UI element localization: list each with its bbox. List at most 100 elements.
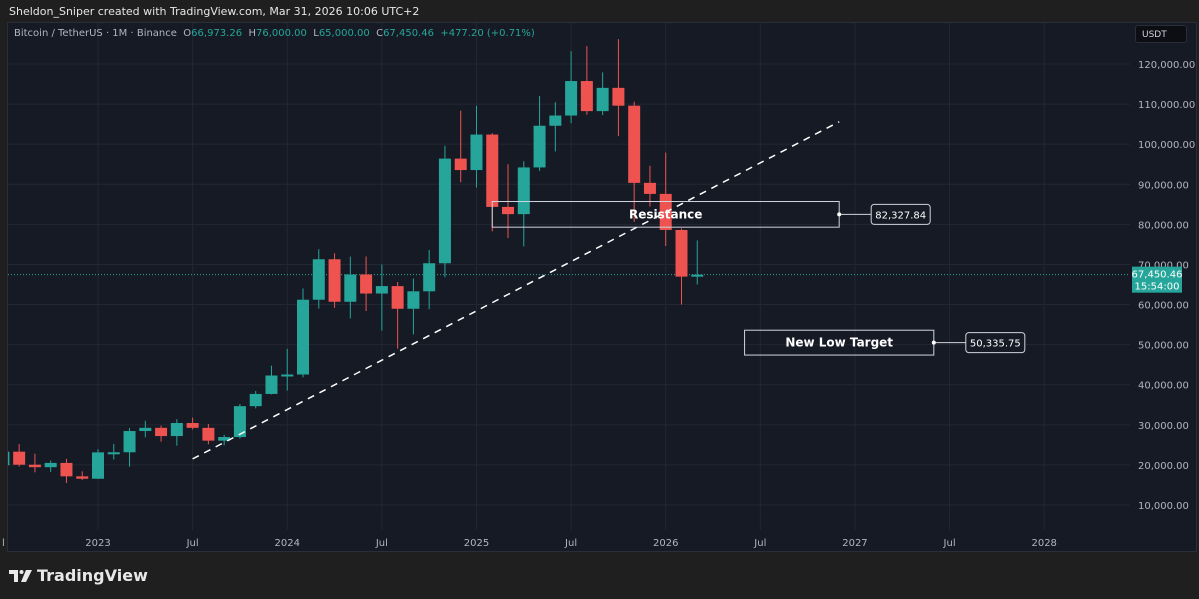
x-tick-label: Jul <box>753 538 766 549</box>
candle-body <box>265 375 278 394</box>
candle-2024-10 <box>423 250 436 310</box>
x-tick-label: 2024 <box>275 538 300 549</box>
chart-credit: Sheldon_Sniper created with TradingView.… <box>9 5 420 18</box>
candle-body <box>360 274 373 294</box>
y-tick-label: 60,000.00 <box>1138 301 1189 312</box>
resistance-price-box <box>870 203 931 225</box>
candle-body <box>249 393 262 407</box>
candle-body <box>423 263 436 292</box>
resistance-price-label: 82,327.84 <box>875 210 926 221</box>
candle-body <box>407 291 420 309</box>
new-low-target-price-label: 50,335.75 <box>970 339 1021 350</box>
candle-body <box>233 406 246 438</box>
candle-body <box>612 87 625 106</box>
candle-2022-10 <box>44 460 57 473</box>
currency-button[interactable]: USDT <box>1135 25 1187 43</box>
candle-body <box>391 286 404 309</box>
x-tick-label: Jul <box>375 538 388 549</box>
candle-2026-03 <box>691 240 704 285</box>
candle-body <box>328 259 341 302</box>
candle-body <box>28 464 41 468</box>
candle-2026-02 <box>675 228 688 305</box>
candle-2026-01 <box>659 152 672 247</box>
candle-body <box>643 182 656 194</box>
candle-body <box>549 115 562 126</box>
candle-2023-12 <box>265 365 278 395</box>
candle-body <box>44 462 57 468</box>
candle-2024-03 <box>312 249 325 309</box>
candle-2023-02 <box>107 443 120 460</box>
y-tick-label: 70,000.00 <box>1138 260 1189 271</box>
y-tick-label: 80,000.00 <box>1138 220 1189 231</box>
candle-2024-07 <box>375 264 388 331</box>
candle-2024-06 <box>360 256 373 311</box>
low-value: 65,000.00 <box>318 28 370 39</box>
low-label: L <box>313 28 319 39</box>
x-tick-label: Jul <box>186 538 199 549</box>
candle-body <box>533 125 546 168</box>
candle-2025-10 <box>612 39 625 137</box>
candle-2022-07 <box>8 451 10 466</box>
trend-line <box>192 121 840 460</box>
y-tick-label: 50,000.00 <box>1138 341 1189 352</box>
symbol-legend: Bitcoin / TetherUS · 1M · Binance O66,97… <box>14 28 535 39</box>
candle-body <box>691 274 704 277</box>
chart-panel[interactable] <box>7 22 1197 552</box>
candle-2023-03 <box>123 428 136 467</box>
candle-2025-04 <box>517 161 530 247</box>
symbol-name[interactable]: Bitcoin / TetherUS · 1M · Binance <box>14 28 177 39</box>
candle-body <box>375 286 388 294</box>
candle-body <box>202 427 215 441</box>
candle-body <box>344 274 357 302</box>
change-value: +477.20 (+0.71%) <box>440 28 535 39</box>
candle-body <box>170 423 183 437</box>
candle-body <box>107 452 120 455</box>
y-tick-label: 100,000.00 <box>1138 140 1195 151</box>
candle-2023-04 <box>139 420 152 438</box>
candle-2025-12 <box>643 165 656 207</box>
candle-2022-12 <box>76 471 89 480</box>
candle-body <box>517 167 530 215</box>
candle-2025-05 <box>533 96 546 171</box>
candle-2024-11 <box>438 145 451 278</box>
candle-body <box>13 451 26 465</box>
last-price-label: 67,450.46 <box>1132 270 1183 281</box>
candle-2023-01 <box>92 449 104 479</box>
close-label: C <box>376 28 384 39</box>
countdown-label: 15:54:00 <box>1135 282 1180 293</box>
y-tick-label: 10,000.00 <box>1138 501 1189 512</box>
tradingview-logo[interactable]: TradingView <box>9 566 148 585</box>
x-tick-label: Jul <box>943 538 956 549</box>
resistance-label: Resistance <box>629 207 702 221</box>
candle-2023-09 <box>218 434 231 446</box>
high-value: 76,000.00 <box>255 28 307 39</box>
candle-2022-11 <box>60 458 73 483</box>
y-tick-label: 110,000.00 <box>1138 100 1195 111</box>
new-low-target-label: New Low Target <box>785 336 893 350</box>
x-tick-label: 2027 <box>842 538 867 549</box>
candle-body <box>123 431 136 453</box>
candle-2023-07 <box>186 417 199 430</box>
candle-body <box>470 134 483 171</box>
x-tick-label: 2026 <box>653 538 678 549</box>
candle-2025-06 <box>549 102 562 152</box>
x-tick-label: 2025 <box>464 538 489 549</box>
x-tick-label: 2028 <box>1031 538 1056 549</box>
new-low-target-handle <box>931 340 936 345</box>
y-tick-label: 30,000.00 <box>1138 421 1189 432</box>
candle-2025-08 <box>580 46 593 115</box>
y-tick-label: 90,000.00 <box>1138 180 1189 191</box>
open-value: 66,973.26 <box>191 28 243 39</box>
candle-body <box>297 299 310 375</box>
candle-2025-11 <box>628 101 641 222</box>
candle-2023-06 <box>170 419 183 446</box>
y-tick-label: 20,000.00 <box>1138 461 1189 472</box>
candle-body <box>60 462 73 477</box>
candle-body <box>218 437 231 441</box>
candle-body <box>438 158 451 264</box>
candle-2024-01 <box>281 348 294 391</box>
candle-2025-01 <box>470 105 483 188</box>
candle-body <box>186 423 199 428</box>
candle-2022-09 <box>28 453 41 473</box>
